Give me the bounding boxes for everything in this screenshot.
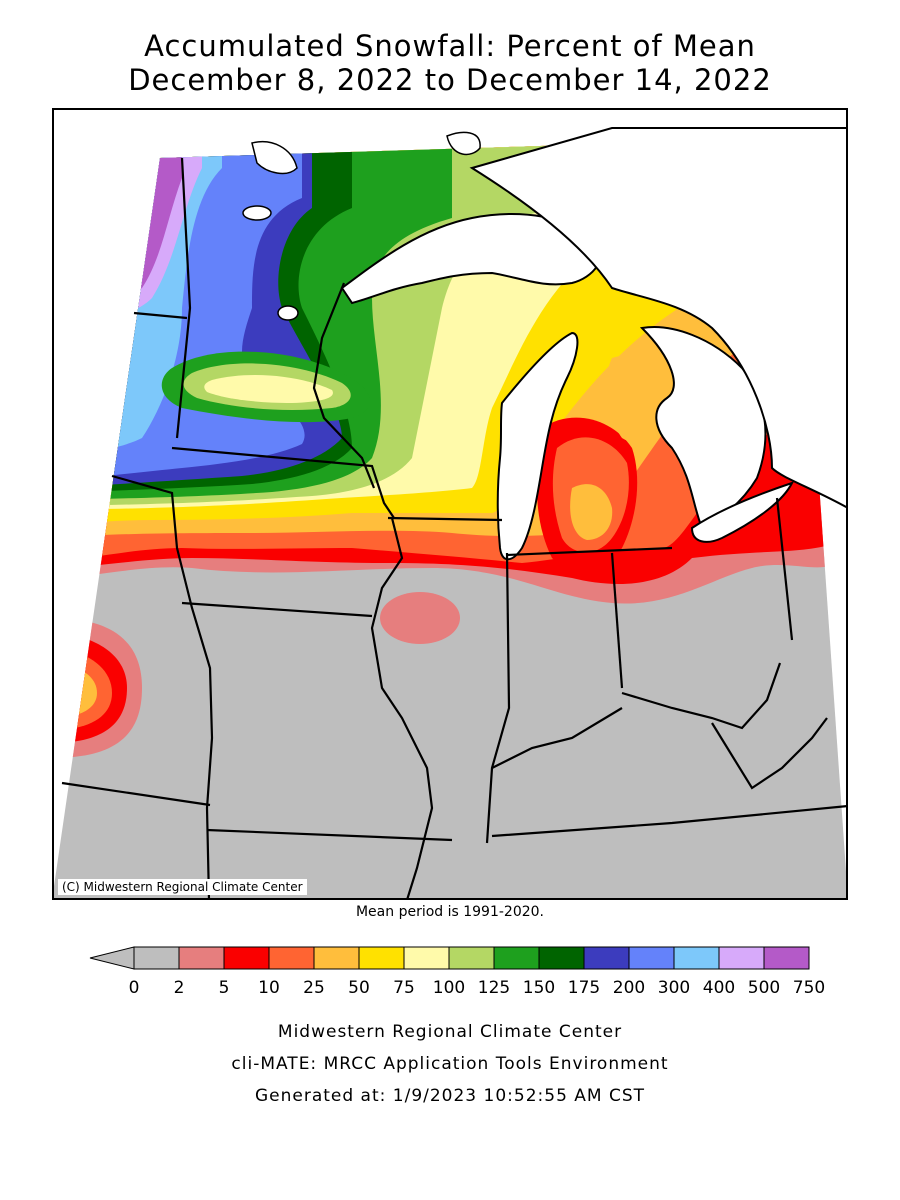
legend-swatch — [133, 946, 180, 970]
legend-tick-label: 500 — [748, 978, 780, 998]
legend-swatch — [583, 946, 630, 970]
border-mn-wi — [312, 282, 376, 489]
footer: Midwestern Regional Climate Center cli-M… — [0, 1021, 900, 1117]
contour-michigan-amber — [570, 484, 613, 540]
contour-band-inner-pale — [204, 375, 333, 403]
snowfall-map — [52, 108, 848, 900]
lake-erie — [690, 481, 794, 543]
legend-swatch — [493, 946, 540, 970]
isle-royale — [446, 131, 481, 156]
legend-tick-label: 300 — [658, 978, 690, 998]
border-nd-sd — [133, 311, 188, 320]
legend-tick-label: 150 — [523, 978, 555, 998]
footer-tool: cli-MATE: MRCC Application Tools Environ… — [231, 1054, 669, 1074]
legend-swatch — [178, 946, 225, 970]
legend-swatch — [448, 946, 495, 970]
legend-swatch — [628, 946, 675, 970]
border-ky-tn — [491, 804, 848, 838]
legend-tick-labels: 0 2 5 10 25 50 75 100 125 150 175 200 300 400 500 750 — [129, 978, 826, 998]
legend-swatch — [223, 946, 270, 970]
legend-tick-label: 175 — [568, 978, 600, 998]
map-frame — [52, 108, 848, 900]
legend-swatch — [538, 946, 585, 970]
color-legend: 0 2 5 10 25 50 75 100 125 150 175 200 300 400 500 750 — [89, 946, 826, 998]
legend-swatch — [763, 946, 810, 970]
legend-tick-label: 750 — [793, 978, 825, 998]
footer-org: Midwestern Regional Climate Center — [277, 1022, 623, 1042]
legend-swatch — [403, 946, 450, 970]
legend-tick-label: 125 — [478, 978, 510, 998]
border-wi-il — [387, 516, 503, 522]
lake-superior — [340, 213, 602, 305]
legend-tick-label: 400 — [703, 978, 735, 998]
border-il-in — [485, 552, 511, 844]
border-mn-nd — [175, 157, 192, 439]
lake-michigan — [496, 331, 579, 561]
contour-michigan-amber-north — [606, 355, 663, 442]
border-mi-in-oh — [506, 546, 673, 557]
border-in-ky — [491, 707, 623, 769]
border-in-oh — [610, 552, 624, 689]
legend-swatch — [268, 946, 315, 970]
border-mo-ar — [206, 828, 453, 842]
border-ia-mo — [181, 601, 373, 618]
legend-tick-label: 200 — [613, 978, 645, 998]
state-boundaries — [61, 157, 848, 900]
lake-of-woods — [251, 141, 298, 175]
border-ne-ks — [61, 781, 211, 807]
leech-lake — [277, 305, 299, 321]
copyright-label: (C) Midwestern Regional Climate Center — [58, 879, 307, 895]
legend-below-range-arrow — [89, 946, 135, 970]
border-oh-ky — [621, 662, 782, 730]
ontario-land — [469, 127, 848, 510]
great-lakes — [242, 127, 848, 561]
legend-swatch — [673, 946, 720, 970]
legend-tick-label: 25 — [303, 978, 325, 998]
footer-generated: Generated at: 1/9/2023 10:52:55 AM CST — [254, 1086, 646, 1106]
legend-tick-label: 10 — [258, 978, 280, 998]
legend-swatch — [718, 946, 765, 970]
legend-swatches — [89, 946, 810, 970]
border-sd-mn-ia — [171, 446, 395, 519]
legend-tick-label: 50 — [348, 978, 370, 998]
map-title-line-2: December 8, 2022 to December 14, 2022 — [128, 63, 772, 97]
legend-tick-label: 0 — [129, 978, 140, 998]
upper-red-lake — [242, 205, 272, 221]
contour-illinois-spot — [380, 592, 460, 644]
border-wv — [711, 717, 828, 790]
border-ne-ia — [111, 474, 214, 900]
legend-tick-label: 100 — [433, 978, 465, 998]
legend-tick-label: 75 — [393, 978, 415, 998]
legend-swatch — [358, 946, 405, 970]
map-title-line-1: Accumulated Snowfall: Percent of Mean — [144, 29, 756, 63]
border-oh-pa — [775, 497, 794, 641]
mean-period-note: Mean period is 1991-2020. — [355, 904, 545, 920]
legend-tick-label: 2 — [174, 978, 185, 998]
legend-tick-label: 5 — [219, 978, 230, 998]
legend-swatch — [313, 946, 360, 970]
